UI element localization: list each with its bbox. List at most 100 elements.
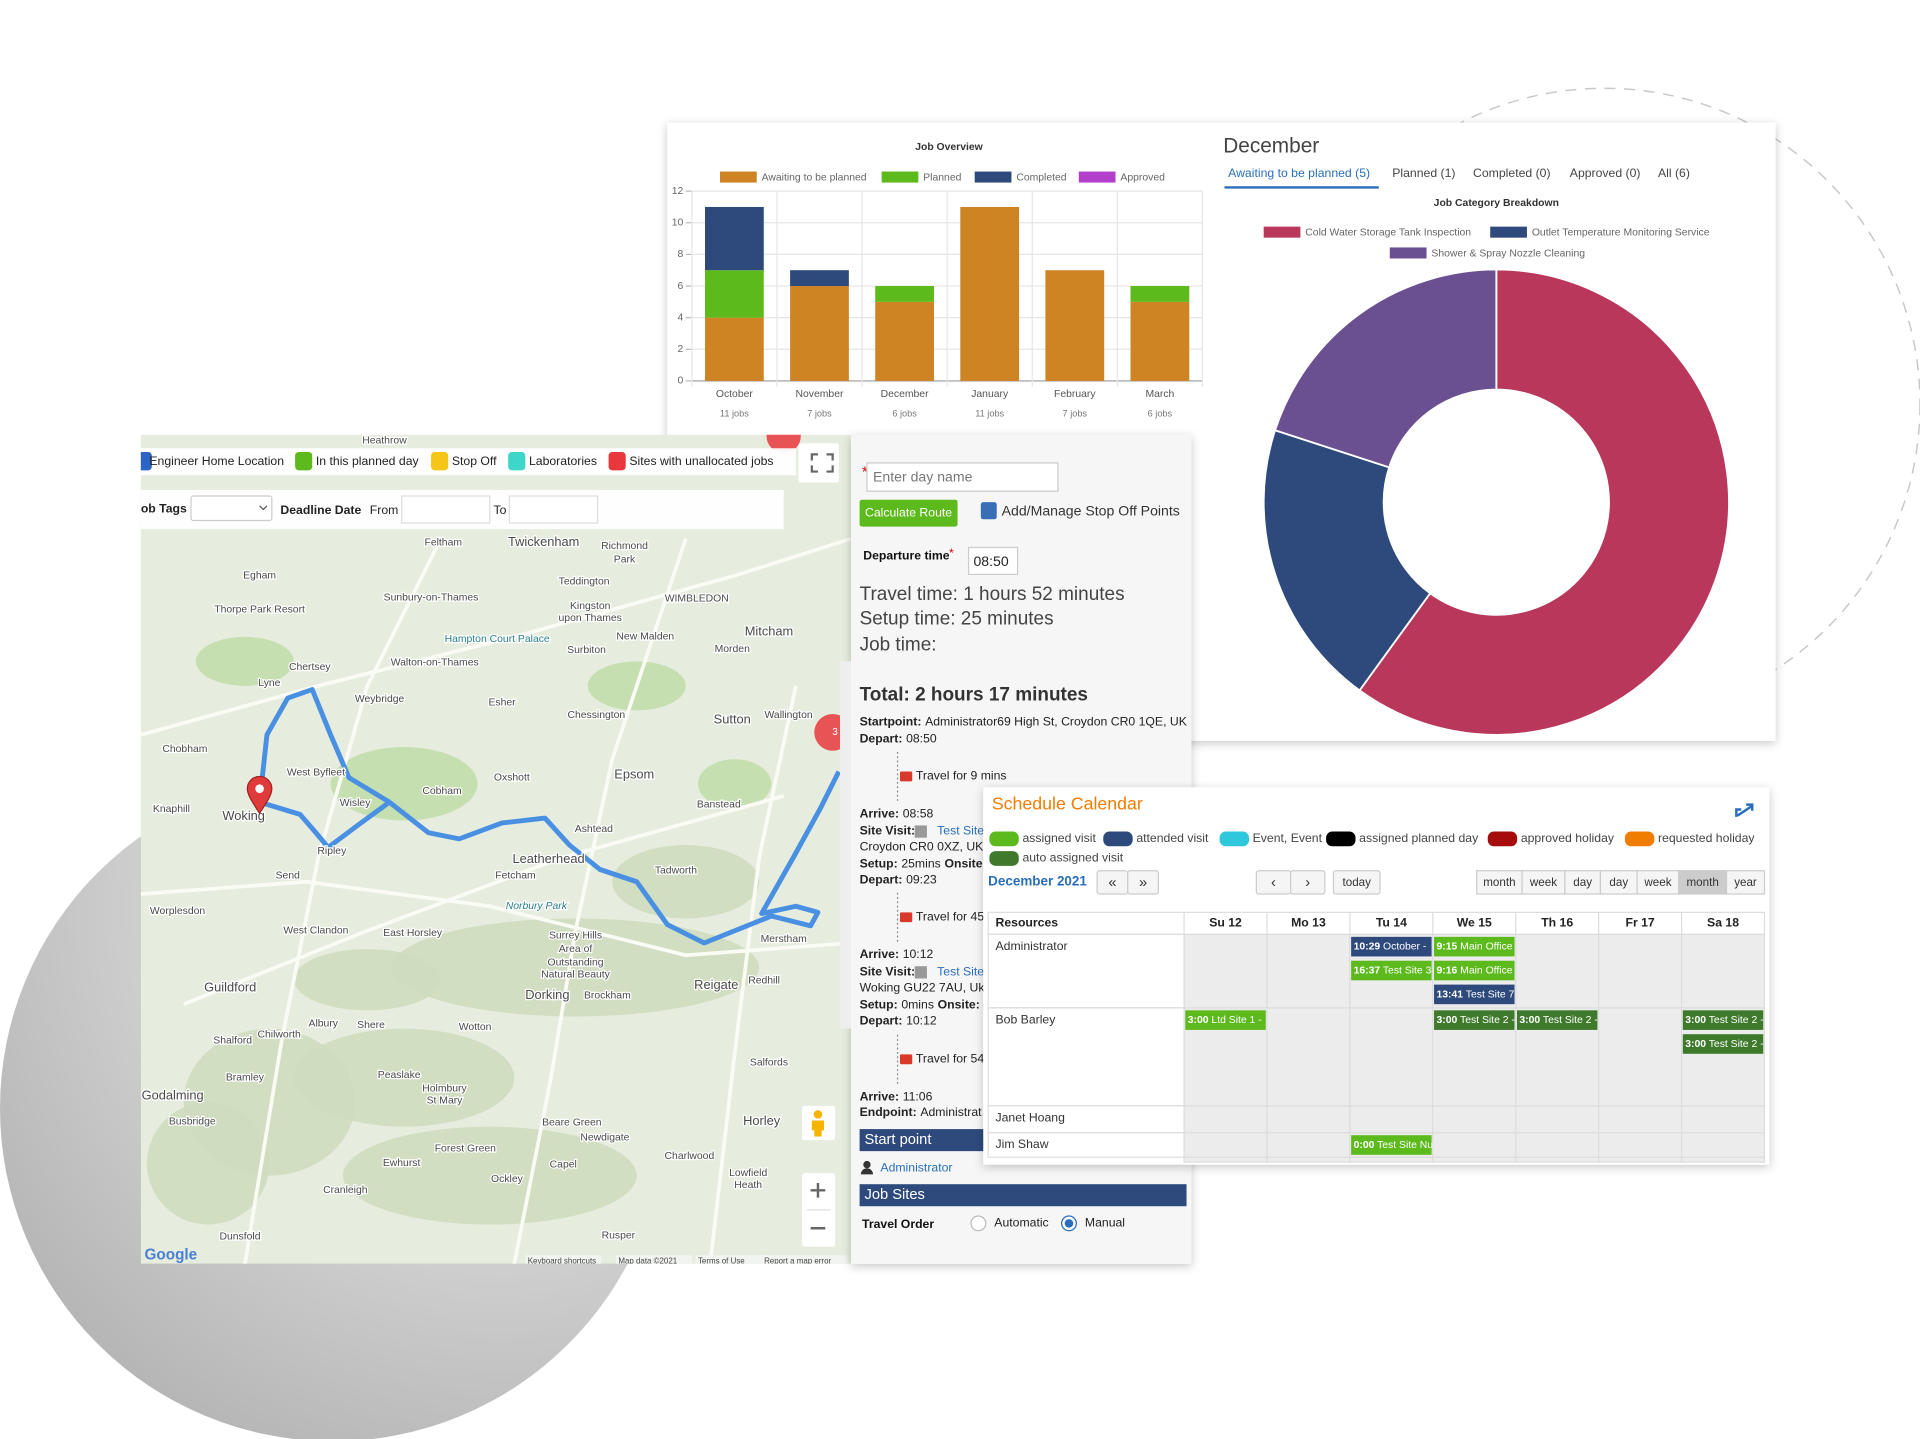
view-button[interactable] bbox=[1725, 870, 1766, 895]
nav-button[interactable] bbox=[1332, 870, 1381, 895]
field-label: Departure time bbox=[863, 548, 950, 562]
tab[interactable]: Completed (0) bbox=[1473, 166, 1551, 180]
event-time: 3:00 bbox=[1437, 1015, 1458, 1026]
calendar-event[interactable] bbox=[1434, 960, 1515, 981]
map-place-label: Norbury Park bbox=[506, 901, 568, 912]
event-label: 10:29 October - bbox=[1354, 941, 1427, 952]
map-place-label: Cobham bbox=[422, 786, 461, 797]
filter-label: From bbox=[370, 503, 399, 517]
map-place-label: Bramley bbox=[226, 1072, 265, 1083]
itinerary-part: Arrive: bbox=[860, 947, 899, 961]
map-place-label: Surrey Hills bbox=[549, 930, 602, 941]
input-placeholder: Enter day name bbox=[873, 468, 973, 484]
event-time: 3:00 bbox=[1685, 1015, 1706, 1026]
route-travel: Travel for 45 bbox=[916, 909, 984, 923]
event-label: 13:41 Test Site 7 bbox=[1437, 989, 1515, 1000]
tab[interactable]: All (6) bbox=[1658, 166, 1690, 180]
truck-icon bbox=[900, 912, 913, 923]
radio[interactable] bbox=[970, 1215, 987, 1232]
tab[interactable]: Approved (0) bbox=[1570, 166, 1641, 180]
itinerary-part: Onsite: bbox=[938, 998, 980, 1012]
calendar-event[interactable] bbox=[1185, 1010, 1266, 1030]
calendar-event[interactable] bbox=[1351, 960, 1432, 981]
event-label: 16:37 Test Site 3 bbox=[1354, 965, 1432, 976]
attribution-bg bbox=[761, 1255, 848, 1264]
itinerary-part: 10:12 bbox=[906, 1014, 937, 1028]
map-place-label: Dunsfold bbox=[219, 1232, 260, 1243]
share-icon[interactable] bbox=[1735, 803, 1754, 817]
map-place-label: Morden bbox=[715, 644, 750, 655]
itinerary-part: 08:58 bbox=[903, 807, 934, 821]
map-place-label: St Mary bbox=[427, 1096, 464, 1107]
map-attribution[interactable]: Keyboard shortcuts bbox=[528, 1256, 596, 1265]
y-tick-label: 6 bbox=[677, 281, 683, 292]
calendar-event[interactable] bbox=[1682, 1034, 1764, 1054]
attribution-bg bbox=[615, 1255, 692, 1264]
map-attribution[interactable]: Map data ©2021 bbox=[618, 1256, 677, 1265]
map-place-label: Godalming bbox=[142, 1087, 204, 1102]
from-input[interactable] bbox=[401, 495, 491, 524]
map-place-label: upon Thames bbox=[559, 613, 622, 624]
fullscreen-icon bbox=[810, 453, 834, 473]
map-place-label: Lowfield bbox=[729, 1168, 767, 1179]
event-label: 3:00 Test Site 2 - bbox=[1685, 1039, 1763, 1050]
day-name-input[interactable] bbox=[866, 462, 1059, 492]
event-time: 16:37 bbox=[1354, 965, 1381, 976]
map-place-label: Salfords bbox=[750, 1058, 788, 1069]
map-place-label: WIMBLEDON bbox=[665, 594, 729, 605]
fullscreen-button[interactable] bbox=[798, 443, 839, 483]
legend-swatch bbox=[1078, 171, 1116, 183]
map-place-label: Charlwood bbox=[665, 1151, 715, 1162]
resource-name: Janet Hoang bbox=[996, 1110, 1066, 1124]
y-tick-label: 2 bbox=[677, 344, 683, 355]
select-caret bbox=[259, 505, 268, 511]
to-input[interactable] bbox=[508, 495, 599, 524]
legend-swatch bbox=[1624, 831, 1655, 847]
itinerary-part: Setup: bbox=[860, 998, 898, 1012]
start-point-link[interactable]: Administrator bbox=[880, 1161, 952, 1175]
stop-off-link[interactable]: Add/Manage Stop Off Points bbox=[1002, 503, 1180, 519]
tab[interactable]: Awaiting to be planned (5) bbox=[1228, 166, 1370, 180]
map-place-label: Wallington bbox=[765, 710, 813, 721]
calendar-event[interactable] bbox=[1434, 984, 1515, 1005]
section-title: Job Sites bbox=[864, 1187, 924, 1203]
nav-button[interactable] bbox=[1127, 870, 1159, 895]
map-place-label: Park bbox=[614, 554, 636, 565]
map-legend-label: Sites with unallocated jobs bbox=[629, 454, 773, 468]
donut-heading: December bbox=[1223, 135, 1319, 158]
event-title: Main Office bbox=[1457, 965, 1512, 976]
departure-input[interactable] bbox=[967, 546, 1019, 576]
nav-button-label: › bbox=[1305, 875, 1310, 891]
calendar-event[interactable] bbox=[1434, 936, 1515, 957]
truck-icon bbox=[900, 1054, 913, 1065]
calendar-event[interactable] bbox=[1351, 1135, 1432, 1155]
itinerary-part: 25mins bbox=[901, 857, 940, 871]
calendar-event[interactable] bbox=[1434, 1010, 1515, 1030]
map-legend-label: Laboratories bbox=[529, 454, 597, 468]
map-place-label: East Horsley bbox=[383, 928, 443, 939]
calendar-event[interactable] bbox=[1516, 1010, 1598, 1030]
map-attribution[interactable]: Terms of Use bbox=[698, 1256, 745, 1265]
y-tick-label: 12 bbox=[672, 186, 684, 197]
map-place-label: Sunbury-on-Thames bbox=[384, 592, 479, 603]
tab[interactable]: Planned (1) bbox=[1392, 166, 1455, 180]
event-title: Test Site 2 - bbox=[1706, 1039, 1764, 1050]
calendar-event[interactable] bbox=[1351, 936, 1432, 957]
radio-dot bbox=[1064, 1219, 1074, 1228]
map-place-label: Shalford bbox=[213, 1036, 252, 1047]
legend-swatch bbox=[295, 451, 313, 471]
calendar-event[interactable] bbox=[1682, 1010, 1764, 1030]
event-label: 3:00 Test Site 2 - bbox=[1519, 1015, 1597, 1026]
map-road bbox=[512, 538, 688, 1264]
view-button-label: year bbox=[1734, 876, 1757, 889]
y-tick-label: 0 bbox=[677, 376, 683, 387]
resources-header: Resources bbox=[996, 916, 1059, 930]
legend-label: Completed bbox=[1016, 172, 1066, 183]
nav-button[interactable] bbox=[1290, 870, 1326, 895]
calculate-button[interactable] bbox=[859, 499, 958, 527]
zoom-in-icon bbox=[810, 1182, 826, 1198]
map-attribution[interactable]: Report a map error bbox=[764, 1256, 831, 1265]
itinerary-part: Endpoint: bbox=[860, 1105, 917, 1119]
job-tags-select[interactable] bbox=[190, 495, 273, 522]
